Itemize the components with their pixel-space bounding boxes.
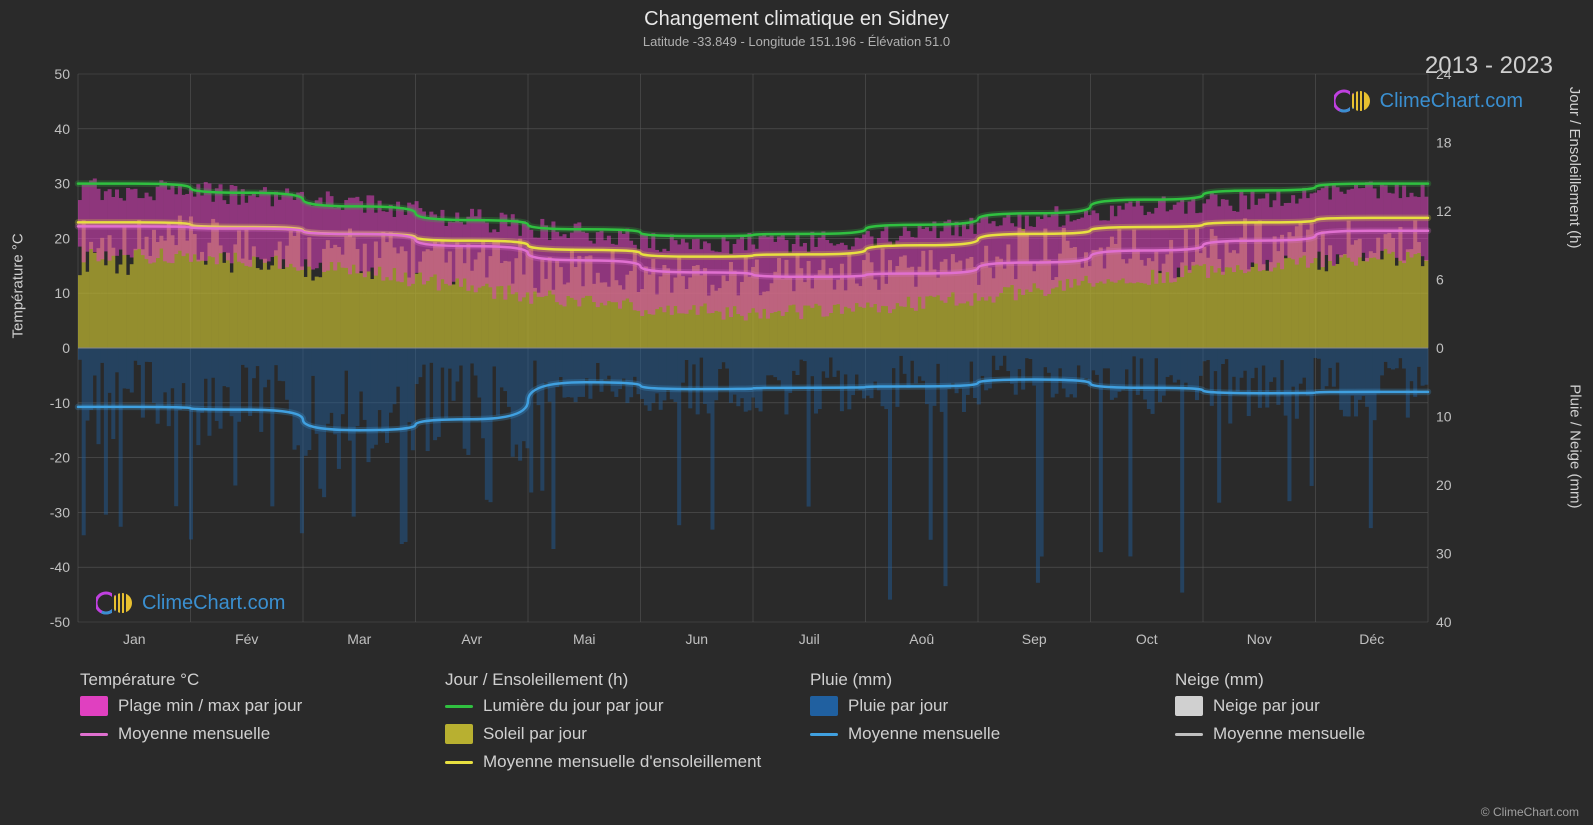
brand-logo-icon	[96, 590, 136, 616]
legend-line-swatch	[445, 761, 473, 764]
legend-label: Pluie par jour	[848, 696, 948, 716]
svg-text:Fév: Fév	[235, 631, 258, 647]
svg-text:0: 0	[1436, 340, 1444, 356]
legend-item: Moyenne mensuelle	[80, 724, 425, 744]
legend-line-swatch	[445, 705, 473, 708]
legend-item: Pluie par jour	[810, 696, 1155, 716]
legend-item: Moyenne mensuelle d'ensoleillement	[445, 752, 790, 772]
legend-label: Plage min / max par jour	[118, 696, 302, 716]
legend-item: Moyenne mensuelle	[1175, 724, 1520, 744]
legend-group-title: Température °C	[80, 670, 425, 690]
brand-text: ClimeChart.com	[142, 592, 285, 615]
svg-text:Jun: Jun	[685, 631, 708, 647]
svg-text:Aoû: Aoû	[909, 631, 934, 647]
svg-text:Déc: Déc	[1359, 631, 1384, 647]
svg-text:30: 30	[54, 176, 70, 192]
legend-item: Moyenne mensuelle	[810, 724, 1155, 744]
copyright: © ClimeChart.com	[1481, 805, 1579, 819]
svg-text:12: 12	[1436, 203, 1452, 219]
chart-subtitle: Latitude -33.849 - Longitude 151.196 - É…	[643, 34, 950, 49]
chart-title: Changement climatique en Sidney	[644, 8, 949, 31]
legend-group-title: Pluie (mm)	[810, 670, 1155, 690]
svg-text:-10: -10	[50, 395, 70, 411]
svg-text:0: 0	[62, 340, 70, 356]
legend-item: Plage min / max par jour	[80, 696, 425, 716]
legend-swatch	[1175, 696, 1203, 716]
svg-text:Avr: Avr	[461, 631, 482, 647]
legend-label: Lumière du jour par jour	[483, 696, 663, 716]
svg-text:Mar: Mar	[347, 631, 371, 647]
svg-text:6: 6	[1436, 272, 1444, 288]
legend-line-swatch	[1175, 733, 1203, 736]
brand-watermark-bottom: ClimeChart.com	[96, 590, 285, 616]
svg-text:50: 50	[54, 66, 70, 82]
legend-label: Moyenne mensuelle	[1213, 724, 1365, 744]
svg-text:Mai: Mai	[573, 631, 596, 647]
svg-text:Oct: Oct	[1136, 631, 1158, 647]
svg-text:10: 10	[1436, 409, 1452, 425]
y-axis-right-top-label: Jour / Ensoleillement (h)	[1567, 87, 1584, 249]
svg-text:-20: -20	[50, 450, 70, 466]
legend-group-title: Jour / Ensoleillement (h)	[445, 670, 790, 690]
svg-text:20: 20	[1436, 477, 1452, 493]
legend-item: Lumière du jour par jour	[445, 696, 790, 716]
legend-swatch	[810, 696, 838, 716]
y-axis-right-bottom-label: Pluie / Neige (mm)	[1567, 384, 1584, 508]
svg-text:Nov: Nov	[1247, 631, 1272, 647]
legend-label: Moyenne mensuelle d'ensoleillement	[483, 752, 761, 772]
legend-label: Moyenne mensuelle	[848, 724, 1000, 744]
svg-text:40: 40	[1436, 614, 1452, 630]
legend-line-swatch	[810, 733, 838, 736]
brand-watermark-top: ClimeChart.com	[1334, 88, 1523, 114]
svg-text:18: 18	[1436, 135, 1452, 151]
svg-text:40: 40	[54, 121, 70, 137]
svg-text:Jan: Jan	[123, 631, 146, 647]
svg-text:30: 30	[1436, 546, 1452, 562]
legend-label: Soleil par jour	[483, 724, 587, 744]
y-axis-left-label: Température °C	[10, 233, 27, 338]
legend-group: Température °C Plage min / max par jour Mo…	[80, 670, 425, 780]
svg-text:-50: -50	[50, 614, 70, 630]
legend-group-title: Neige (mm)	[1175, 670, 1520, 690]
legend: Température °C Plage min / max par jour Mo…	[80, 670, 1520, 780]
svg-text:-40: -40	[50, 559, 70, 575]
legend-swatch	[445, 724, 473, 744]
svg-text:Juil: Juil	[799, 631, 820, 647]
legend-group: Pluie (mm) Pluie par jour Moyenne mensuell…	[810, 670, 1155, 780]
legend-item: Soleil par jour	[445, 724, 790, 744]
svg-text:-30: -30	[50, 504, 70, 520]
brand-text: ClimeChart.com	[1380, 90, 1523, 113]
legend-label: Moyenne mensuelle	[118, 724, 270, 744]
plot-svg: -50-40-30-20-100102030405006121824102030…	[78, 74, 1428, 622]
svg-text:24: 24	[1436, 66, 1452, 82]
svg-text:20: 20	[54, 230, 70, 246]
legend-swatch	[80, 696, 108, 716]
brand-logo-icon	[1334, 88, 1374, 114]
legend-group: Neige (mm) Neige par jour Moyenne mensuell…	[1175, 670, 1520, 780]
legend-item: Neige par jour	[1175, 696, 1520, 716]
plot-area: -50-40-30-20-100102030405006121824102030…	[78, 74, 1428, 622]
svg-text:10: 10	[54, 285, 70, 301]
legend-line-swatch	[80, 733, 108, 736]
svg-text:Sep: Sep	[1022, 631, 1047, 647]
legend-group: Jour / Ensoleillement (h) Lumière du jour…	[445, 670, 790, 780]
legend-label: Neige par jour	[1213, 696, 1320, 716]
